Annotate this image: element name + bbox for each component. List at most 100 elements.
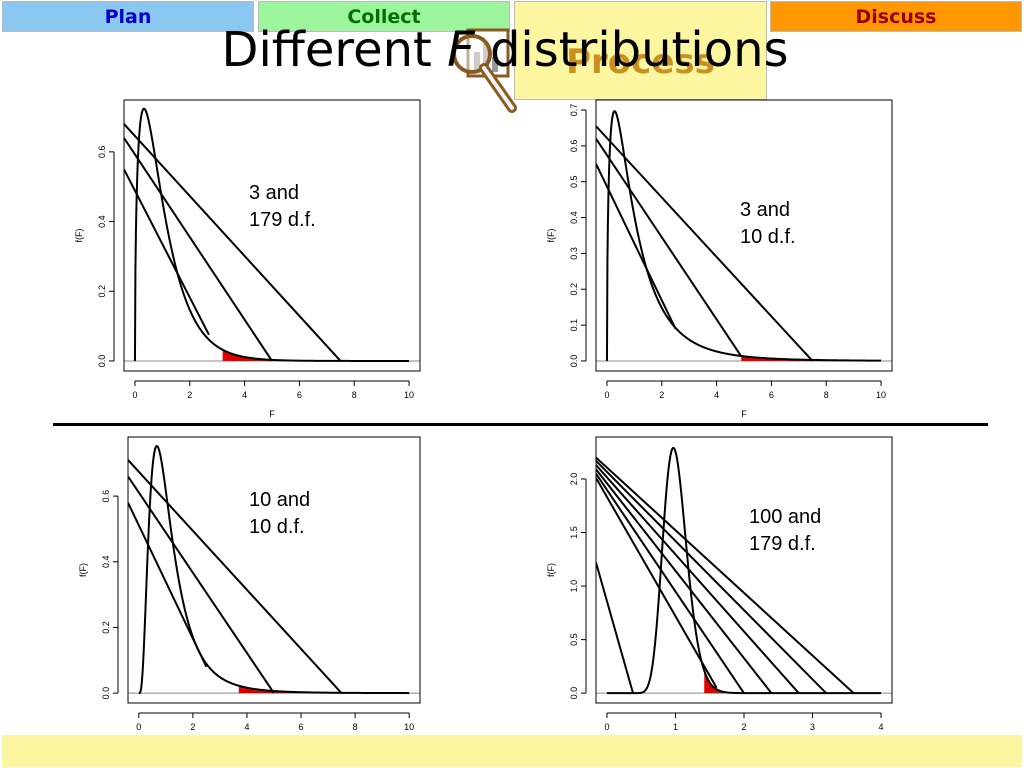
y-tick-label: 0.2 (569, 283, 579, 296)
x-tick-label: 0 (604, 390, 609, 400)
annotation-line: 10 and (249, 489, 311, 511)
x-axis-label: F (269, 409, 275, 419)
y-tick-label: 0.6 (569, 140, 579, 153)
x-tick-label: 8 (824, 390, 829, 400)
line-segment-1 (596, 125, 814, 362)
annotation-line: 3 and (249, 182, 300, 204)
tab-plan[interactable]: Plan (2, 1, 254, 32)
y-tick-label: 0.0 (101, 687, 111, 700)
x-tick-label: 2 (741, 722, 746, 732)
line-segment-3 (596, 163, 677, 330)
rejection-region (238, 685, 410, 694)
magnifier-chart-icon (452, 28, 517, 113)
plot-area (128, 444, 420, 695)
divider (53, 423, 988, 426)
y-tick-label: 0.6 (97, 146, 107, 159)
f-distribution-chart-3-179: 0 2 4 6 8 10 F 0.0 0.2 0.4 0.6 f(F) (74, 99, 421, 419)
line-segment-1 (128, 459, 343, 694)
footer-bar (2, 735, 1022, 767)
annotation-line: 3 and (740, 199, 791, 221)
x-tick-label: 6 (769, 390, 774, 400)
line-segment-2 (596, 138, 743, 357)
line-segment-2 (596, 460, 827, 694)
y-tick-label: 0.0 (569, 687, 579, 700)
y-tick-label: 0.3 (569, 247, 579, 260)
x-tick-label: 0 (136, 722, 141, 732)
tab-collect[interactable]: Collect (258, 1, 510, 32)
x-tick-label: 4 (244, 722, 249, 732)
y-tick-label: 1.5 (569, 526, 579, 539)
annotation-line: 100 and (749, 506, 822, 528)
x-tick-label: 8 (352, 390, 357, 400)
plot-area (124, 107, 420, 362)
tab-discuss[interactable]: Discuss (770, 1, 1022, 32)
y-tick-label: 0.5 (569, 175, 579, 188)
x-tick-label: 0 (132, 390, 137, 400)
line-segment-1 (596, 456, 855, 694)
y-tick-label: 2.0 (569, 473, 579, 486)
x-tick-label: 4 (714, 390, 719, 400)
x-tick-label: 2 (659, 390, 664, 400)
x-tick-label: 4 (879, 722, 884, 732)
plot-frame (595, 99, 893, 372)
x-axis-label: F (741, 409, 747, 419)
annotation-10-10: 10 and 10 d.f. (249, 487, 310, 541)
x-tick-label: 8 (353, 722, 358, 732)
y-axis-label: f(F) (546, 563, 556, 577)
y-tick-label: 0.0 (569, 355, 579, 368)
y-tick-label: 0.7 (569, 104, 579, 117)
x-tick-label: 1 (673, 722, 678, 732)
y-tick-label: 0.1 (569, 319, 579, 332)
annotation-line: 10 d.f. (740, 226, 796, 248)
x-tick-label: 4 (242, 390, 247, 400)
y-tick-label: 0.5 (569, 633, 579, 646)
annotation-100-179: 100 and 179 d.f. (749, 504, 821, 558)
plot-area (596, 110, 892, 362)
y-axis-label: f(F) (546, 229, 556, 243)
density-curve (138, 444, 410, 695)
annotation-3-179: 3 and 179 d.f. (249, 180, 316, 234)
line-segment-3 (128, 502, 208, 668)
density-curve (605, 110, 882, 362)
plot-frame (595, 436, 893, 704)
x-tick-label: 10 (876, 390, 886, 400)
y-tick-label: 0.0 (97, 355, 107, 368)
line-segment-3 (124, 168, 210, 336)
rejection-region (222, 349, 410, 361)
y-tick-label: 0.2 (101, 621, 111, 634)
line-segment-6 (596, 477, 718, 689)
plot-area (596, 446, 892, 695)
x-tick-label: 10 (404, 722, 414, 732)
x-tick-label: 0 (604, 722, 609, 732)
y-tick-label: 0.2 (97, 285, 107, 298)
density-curve (133, 107, 410, 362)
annotation-3-10: 3 and 10 d.f. (740, 197, 796, 251)
x-tick-label: 6 (299, 722, 304, 732)
y-axis-label: f(F) (78, 563, 88, 577)
line-segment-7 (596, 562, 634, 694)
line-segment-2 (124, 137, 273, 362)
y-axis-label: f(F) (74, 229, 84, 243)
annotation-line: 10 d.f. (249, 516, 305, 538)
line-segment-3 (596, 464, 800, 694)
x-tick-label: 10 (404, 390, 414, 400)
plot-frame (123, 99, 421, 372)
line-segment-5 (596, 473, 745, 694)
y-tick-label: 0.4 (101, 556, 111, 569)
x-tick-label: 2 (187, 390, 192, 400)
y-tick-label: 1.0 (569, 580, 579, 593)
plot-frame (127, 436, 421, 704)
tab-process[interactable]: Process (514, 1, 767, 100)
y-tick-label: 0.4 (569, 211, 579, 224)
f-distribution-chart-3-10: 0 2 4 6 8 10 F 0.0 0.1 0.2 0.3 0.4 0.5 0.6 0.7 f(F) (546, 99, 893, 419)
line-segment-2 (128, 475, 275, 694)
annotation-line: 179 d.f. (249, 209, 316, 231)
x-tick-label: 2 (190, 722, 195, 732)
page-title: Different F distributions (221, 22, 789, 78)
f-distribution-chart-100-179: 01234F0.00.51.01.52.0f(F) (546, 436, 893, 751)
x-tick-label: 6 (297, 390, 302, 400)
y-tick-label: 0.4 (97, 215, 107, 228)
line-segment-1 (124, 123, 342, 362)
annotation-line: 179 d.f. (749, 533, 816, 555)
